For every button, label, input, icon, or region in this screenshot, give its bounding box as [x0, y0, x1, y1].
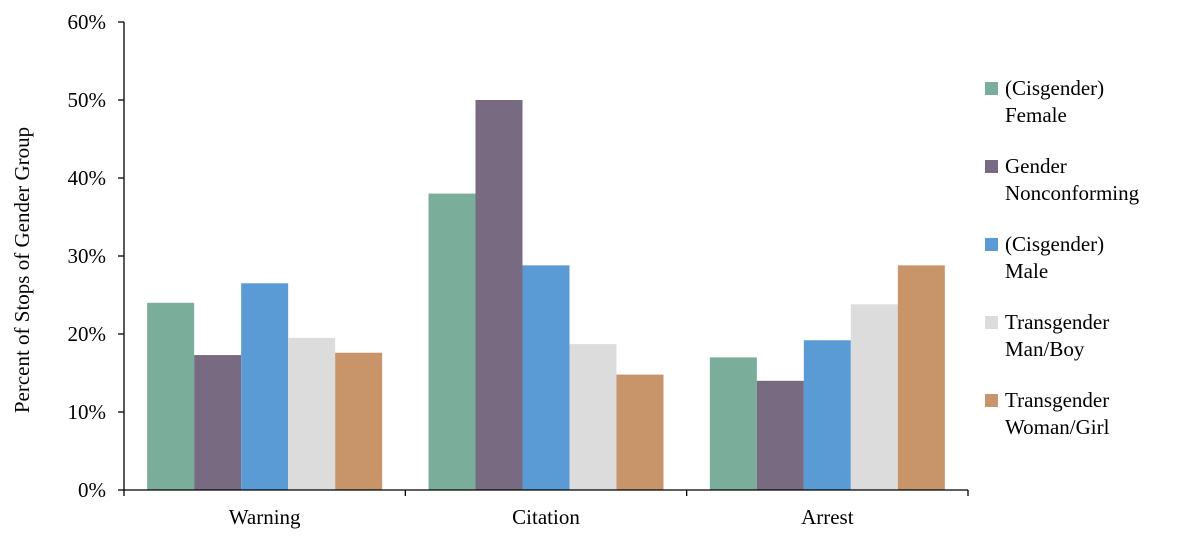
- y-tick-label: 60%: [68, 10, 107, 34]
- bar-arrest-series-5: [897, 265, 945, 490]
- bar-warning-series-3: [241, 283, 289, 490]
- y-tick-label: 10%: [68, 400, 107, 424]
- x-tick-label: Warning: [229, 505, 301, 529]
- bar-citation-series-2: [475, 100, 523, 490]
- bar-arrest-series-3: [803, 340, 851, 490]
- bar-arrest-series-2: [756, 380, 804, 490]
- bar-warning-series-5: [335, 352, 383, 490]
- bar-warning-series-1: [147, 302, 195, 490]
- bar-citation-series-4: [569, 344, 617, 490]
- legend-swatch: [985, 316, 998, 329]
- y-tick-label: 40%: [68, 166, 107, 190]
- y-tick-label: 50%: [68, 88, 107, 112]
- y-tick-label: 0%: [78, 478, 106, 502]
- bar-warning-series-4: [288, 337, 336, 490]
- bar-citation-series-1: [428, 193, 476, 490]
- legend-swatch: [985, 82, 998, 95]
- x-tick-label: Citation: [512, 505, 580, 529]
- bar-arrest-series-4: [850, 304, 898, 490]
- legend-swatch: [985, 238, 998, 251]
- legend-swatch: [985, 394, 998, 407]
- legend-label: Gender Nonconforming: [1005, 154, 1140, 205]
- legend-label: Transgender Man/Boy: [1005, 310, 1109, 361]
- y-axis-title: Percent of Stops of Gender Group: [10, 127, 34, 413]
- bar-citation-series-3: [522, 265, 570, 490]
- bar-arrest-series-1: [709, 357, 757, 490]
- plot-area: Warning Citation Arrest 0% 10% 20% 30% 40% 50% 60…: [68, 10, 969, 529]
- legend-label: (Cisgender) Female: [1005, 76, 1104, 127]
- legend-swatch: [985, 160, 998, 173]
- y-tick-label: 20%: [68, 322, 107, 346]
- legend-label: (Cisgender) Male: [1005, 232, 1104, 283]
- x-tick-label: Arrest: [801, 505, 854, 529]
- bar-warning-series-2: [194, 355, 242, 490]
- bar-citation-series-5: [616, 374, 664, 490]
- legend: (Cisgender) Female Gender Nonconforming (Cis…: [985, 76, 1140, 439]
- legend-label: Transgender Woman/Girl: [1005, 388, 1110, 439]
- y-tick-label: 30%: [68, 244, 107, 268]
